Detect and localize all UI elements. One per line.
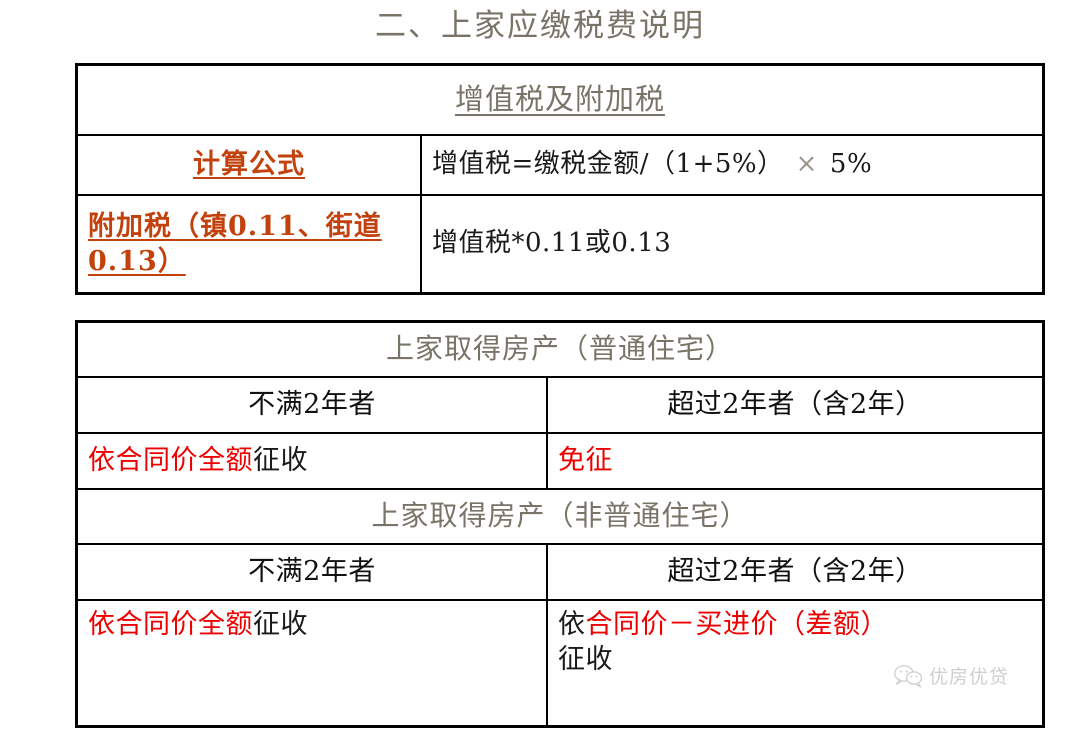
non-ordinary-over2y-black: 征收 [558,644,613,676]
vat-table-header-label: 增值税及附加税 [454,82,665,117]
non-ordinary-under2y-black: 征收 [253,609,308,640]
vat-tax-table: 增值税及附加税 计算公式 增值税=缴税金额/（1+5%） × 5% 附加税（镇0.1… [75,63,1045,295]
ordinary-housing-values-row: 依合同价全额征收 免征 [78,434,1042,490]
vat-formula-value-suffix: 5% [829,149,873,180]
ordinary-housing-under2y-red: 依合同价全额 [88,445,253,477]
ordinary-housing-value-over2y: 免征 [548,434,1042,488]
property-tax-table: 上家取得房产（普通住宅） 不满2年者 超过2年者（含2年） 依合同价全额征收 免… [75,320,1045,728]
non-ordinary-housing-value-under2y: 依合同价全额征收 [78,601,548,728]
non-ordinary-housing-value-over2y: 依合同价－买进价（差额） 征收 [548,601,1042,728]
vat-surtax-row: 附加税（镇0.11、街道0.13） 增值税*0.11或0.13 [78,196,1042,292]
non-ordinary-housing-col-under2y: 不满2年者 [78,545,548,599]
ordinary-housing-section-row: 上家取得房产（普通住宅） [78,323,1042,378]
vat-formula-label-cell: 计算公式 [78,136,422,194]
ordinary-housing-col-under2y-label: 不满2年者 [248,388,376,420]
non-ordinary-housing-values-row: 依合同价全额征收 依合同价－买进价（差额） 征收 [78,601,1042,728]
vat-formula-label: 计算公式 [193,149,305,181]
non-ordinary-housing-section-cell: 上家取得房产（非普通住宅） [78,490,1042,543]
vat-table-header-row: 增值税及附加税 [78,66,1042,136]
ordinary-housing-over2y-red: 免征 [558,445,613,477]
vat-formula-value-cell: 增值税=缴税金额/（1+5%） × 5% [422,136,1042,194]
non-ordinary-housing-col-over2y: 超过2年者（含2年） [548,545,1042,599]
non-ordinary-over2y-lead: 依 [558,609,586,640]
ordinary-housing-value-under2y-text: 依合同价全额征收 [88,443,308,478]
ordinary-housing-value-over2y-text: 免征 [558,443,613,478]
vat-table-header-cell: 增值税及附加税 [78,66,1042,134]
vat-formula-row: 计算公式 增值税=缴税金额/（1+5%） × 5% [78,136,1042,196]
vat-surtax-value-cell: 增值税*0.11或0.13 [422,196,1042,292]
ordinary-housing-under2y-black: 征收 [253,445,308,477]
non-ordinary-housing-value-over2y-text: 依合同价－买进价（差额） 征收 [558,607,888,677]
ordinary-housing-value-under2y: 依合同价全额征收 [78,434,548,488]
ordinary-housing-section-title: 上家取得房产（普通住宅） [385,332,734,366]
vat-surtax-value: 增值税*0.11或0.13 [432,228,672,259]
ordinary-housing-column-header-row: 不满2年者 超过2年者（含2年） [78,378,1042,434]
non-ordinary-housing-col-under2y-label: 不满2年者 [248,555,376,587]
ordinary-housing-section-cell: 上家取得房产（普通住宅） [78,323,1042,376]
non-ordinary-housing-column-header-row: 不满2年者 超过2年者（含2年） [78,545,1042,601]
non-ordinary-housing-section-title: 上家取得房产（非普通住宅） [371,499,749,533]
page-title: 二、上家应缴税费说明 [375,8,705,44]
non-ordinary-housing-section-row: 上家取得房产（非普通住宅） [78,490,1042,545]
multiplication-sign-icon: × [795,149,818,180]
non-ordinary-housing-value-under2y-text: 依合同价全额征收 [88,607,308,642]
vat-formula-value-prefix: 增值税=缴税金额/（1+5%） [432,149,784,180]
vat-surtax-label: 附加税（镇0.11、街道0.13） [88,210,382,277]
ordinary-housing-col-under2y: 不满2年者 [78,378,548,432]
vat-surtax-label-cell: 附加税（镇0.11、街道0.13） [78,196,422,292]
non-ordinary-over2y-red: 合同价－买进价（差额） [585,609,888,640]
non-ordinary-under2y-red: 依合同价全额 [88,609,253,640]
ordinary-housing-col-over2y: 超过2年者（含2年） [548,378,1042,432]
vat-formula-value: 增值税=缴税金额/（1+5%） × 5% [432,149,872,180]
ordinary-housing-col-over2y-label: 超过2年者（含2年） [667,388,923,420]
non-ordinary-housing-col-over2y-label: 超过2年者（含2年） [667,555,923,587]
